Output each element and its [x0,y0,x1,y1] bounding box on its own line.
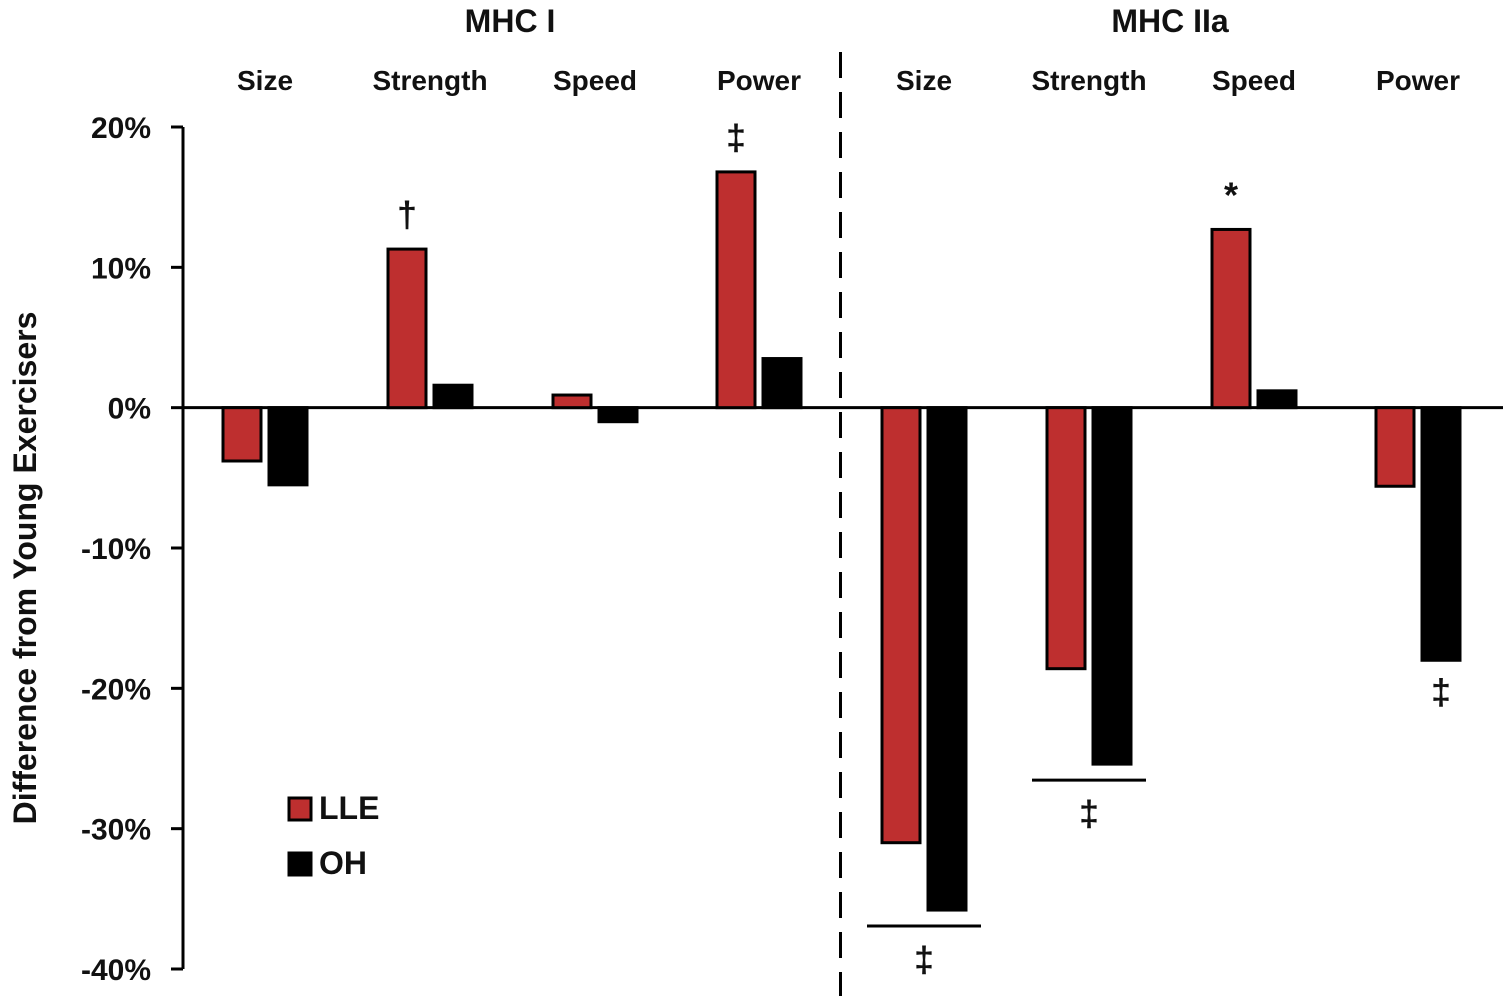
category-label: Strength [1031,65,1146,96]
significance-mark: ‡ [1079,793,1099,834]
group-title: MHC IIa [1111,3,1229,39]
significance-mark: ‡ [726,117,746,158]
significance-mark: * [1224,174,1238,215]
bar-lle [1210,227,1252,410]
significance-mark: † [397,194,417,235]
group-title: MHC I [465,3,556,39]
category-label: Power [717,65,801,96]
bar-lle [386,247,428,410]
y-tick-label: 10% [91,252,151,285]
y-tick-label: -20% [81,673,151,706]
category-label: Strength [372,65,487,96]
significance-mark: ‡ [1431,671,1451,712]
y-tick-label: -40% [81,954,151,987]
bar-oh [926,406,968,912]
bar-lle [715,170,757,410]
legend-label-lle: LLE [319,790,379,826]
category-label: Speed [553,65,637,96]
significance-mark: ‡ [914,939,934,980]
y-tick-label: 20% [91,112,151,145]
category-label: Size [896,65,952,96]
legend-label-oh: OH [319,845,367,881]
bar-lle [1045,406,1087,671]
y-tick-label: 0% [108,393,151,426]
y-tick-label: -30% [81,814,151,847]
legend-swatch-oh [287,851,313,877]
category-label: Speed [1212,65,1296,96]
y-tick-label: -10% [81,533,151,566]
bar-oh [267,406,309,487]
category-label: Size [237,65,293,96]
bar-oh [1420,406,1462,662]
bar-oh [597,406,639,424]
bar-lle [880,406,922,845]
category-label: Power [1376,65,1460,96]
bar-lle [1374,406,1416,488]
legend-swatch-lle [287,796,313,822]
bar-oh [432,383,474,410]
bar-lle [551,393,593,410]
bar-oh [1256,389,1298,410]
bar-oh [761,357,803,410]
bar-oh [1091,406,1133,766]
bar-lle [221,406,263,463]
y-axis-label: Difference from Young Exercisers [7,312,43,825]
